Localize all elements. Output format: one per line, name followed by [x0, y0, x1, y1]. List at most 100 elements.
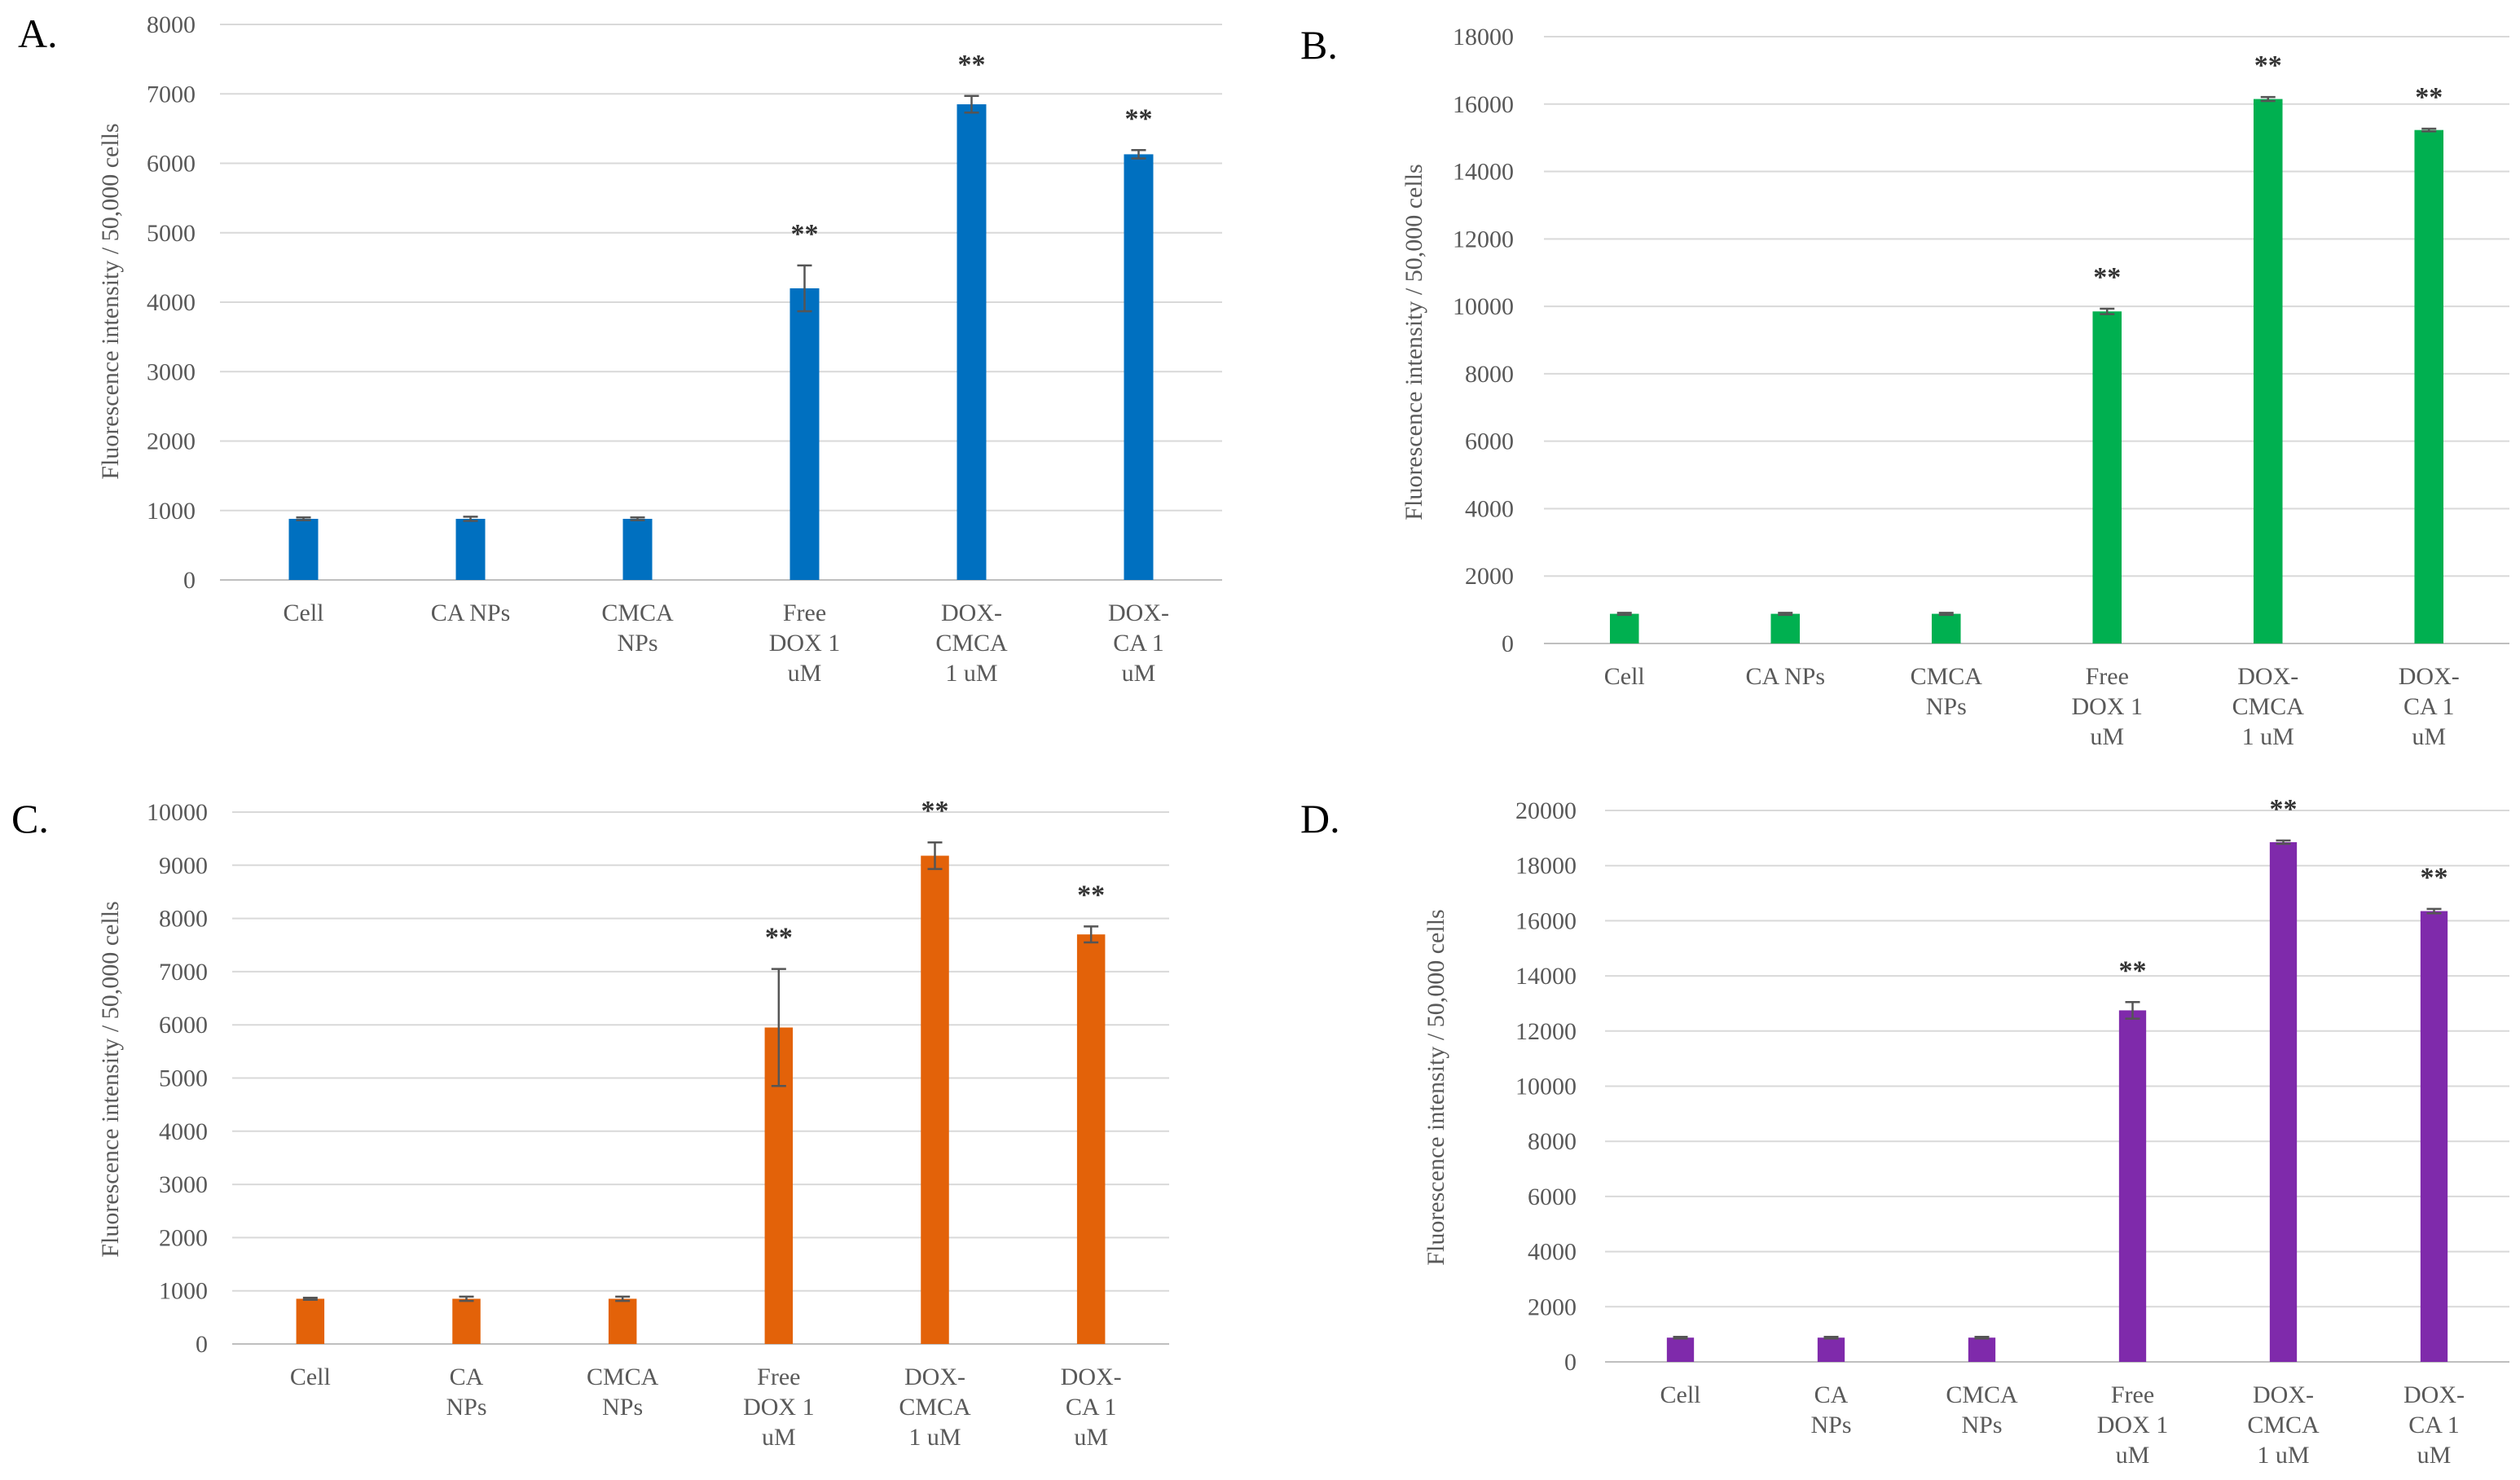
panel-letter: B.	[1300, 22, 1338, 68]
error-bar	[1974, 1335, 1990, 1340]
y-tick-label: 8000	[1528, 1128, 1577, 1155]
x-category-label: DOX- CA 1 uM	[1061, 1364, 1122, 1451]
x-category-label: CA NPs	[1810, 1381, 1851, 1438]
x-category-label: Free DOX 1 uM	[743, 1364, 815, 1451]
y-tick-label: 16000	[1453, 91, 1514, 118]
x-category-label: DOX- CMCA 1 uM	[935, 599, 1008, 687]
bar	[1076, 934, 1106, 1344]
x-category-label-line: NPs	[602, 1394, 643, 1421]
x-category-label-line: CA 1	[1066, 1394, 1117, 1421]
x-category-label: Cell	[1604, 663, 1645, 690]
significance-marker: **	[791, 219, 819, 249]
x-category-label-line: Free	[2111, 1381, 2154, 1408]
y-tick-label: 12000	[1515, 1018, 1577, 1045]
error-bar	[1778, 612, 1793, 617]
y-tick-label: 10000	[147, 799, 208, 826]
panel-letter: D.	[1300, 796, 1340, 841]
significance-marker: **	[2254, 51, 2282, 81]
error-bar	[2100, 307, 2115, 315]
y-tick-label: 20000	[1515, 797, 1577, 824]
x-category-label: Free DOX 1 uM	[2097, 1381, 2169, 1469]
x-category-label-line: DOX 1	[2072, 693, 2144, 720]
x-category-label: DOX- CA 1 uM	[1108, 599, 1169, 687]
x-category-label: CMCA NPs	[1911, 663, 1983, 720]
x-category-label-line: Cell	[1604, 663, 1645, 690]
error-bar	[927, 841, 943, 871]
chart-panel-3: C. Fluorescence intensity / 50,000 cells 0…	[11, 796, 1169, 1451]
bar	[921, 855, 949, 1344]
x-category-label-line: CMCA	[935, 630, 1008, 657]
significance-marker: **	[1077, 880, 1105, 910]
error-bar	[302, 1296, 318, 1302]
significance-marker: **	[2270, 794, 2298, 824]
x-category-label-line: DOX 1	[2097, 1412, 2169, 1438]
significance-marker: **	[765, 923, 793, 953]
bar	[622, 518, 653, 580]
x-category-label-line: uM	[2090, 723, 2124, 750]
x-category-label-line: Free	[2086, 663, 2129, 690]
significance-marker: **	[958, 50, 986, 80]
error-bar	[2421, 127, 2437, 133]
x-category-label: Cell	[1660, 1381, 1701, 1408]
y-tick-label: 2000	[1528, 1293, 1577, 1320]
x-category-label-line: NPs	[1926, 693, 1967, 720]
x-category-label-line: DOX-	[2403, 1381, 2465, 1408]
error-bar	[1084, 925, 1099, 944]
bar	[1817, 1337, 1845, 1362]
x-category-label: Free DOX 1 uM	[2072, 663, 2144, 750]
error-bar	[797, 264, 812, 313]
y-tick-label: 5000	[147, 220, 196, 247]
significance-marker: **	[2415, 82, 2443, 112]
error-bar	[964, 94, 979, 114]
x-category-label-line: CA 1	[2403, 693, 2455, 720]
y-tick-label: 6000	[147, 151, 196, 178]
error-bar	[2125, 1001, 2140, 1020]
bar	[2414, 130, 2444, 643]
significance-marker: **	[921, 796, 949, 826]
y-tick-label: 0	[1502, 630, 1514, 657]
y-tick-label: 2000	[1465, 563, 1514, 590]
x-category-label-line: CMCA	[1946, 1381, 2018, 1408]
bar	[1666, 1337, 1695, 1362]
y-tick-label: 6000	[1528, 1184, 1577, 1210]
x-category-label-line: Free	[783, 599, 826, 626]
x-category-label-line: DOX-	[2253, 1381, 2314, 1408]
x-category-label-line: uM	[1074, 1424, 1108, 1451]
bar	[1770, 613, 1801, 643]
x-category-label-line: CA	[1814, 1381, 1849, 1408]
x-category-label-line: DOX-	[2399, 663, 2460, 690]
y-tick-label: 6000	[159, 1012, 208, 1039]
x-category-label: Cell	[284, 599, 324, 626]
x-category-label-line: CA 1	[1113, 630, 1164, 657]
x-category-label-line: uM	[2116, 1442, 2150, 1469]
x-category-label-line: 1 uM	[2257, 1442, 2309, 1469]
bar	[2253, 99, 2283, 643]
panel-letter: A.	[18, 11, 58, 56]
panel-letter: C.	[11, 796, 49, 841]
error-bar	[1823, 1335, 1839, 1340]
x-category-label-line: NPs	[446, 1394, 486, 1421]
significance-marker: **	[1125, 103, 1153, 134]
x-category-label: CA NPs	[431, 599, 511, 626]
significance-marker: **	[2421, 863, 2448, 893]
y-tick-label: 3000	[147, 358, 196, 385]
x-category-label-line: CMCA	[601, 599, 674, 626]
bar	[2420, 911, 2448, 1362]
x-category-label-line: uM	[2412, 723, 2446, 750]
y-tick-label: 2000	[147, 428, 196, 455]
x-category-label: DOX- CMCA 1 uM	[899, 1364, 971, 1451]
error-bar	[615, 1295, 631, 1302]
bar	[1609, 613, 1639, 643]
x-category-label: DOX- CA 1 uM	[2399, 663, 2460, 750]
y-tick-label: 14000	[1453, 159, 1514, 186]
y-tick-label: 1000	[147, 498, 196, 525]
bar	[2092, 311, 2122, 643]
x-category-label: CMCA NPs	[1946, 1381, 2018, 1438]
y-tick-label: 0	[1564, 1349, 1577, 1376]
y-tick-label: 7000	[159, 959, 208, 986]
y-tick-label: 16000	[1515, 907, 1577, 934]
error-bar	[296, 516, 311, 521]
bar	[2118, 1010, 2147, 1362]
x-category-label-line: Cell	[290, 1364, 331, 1390]
